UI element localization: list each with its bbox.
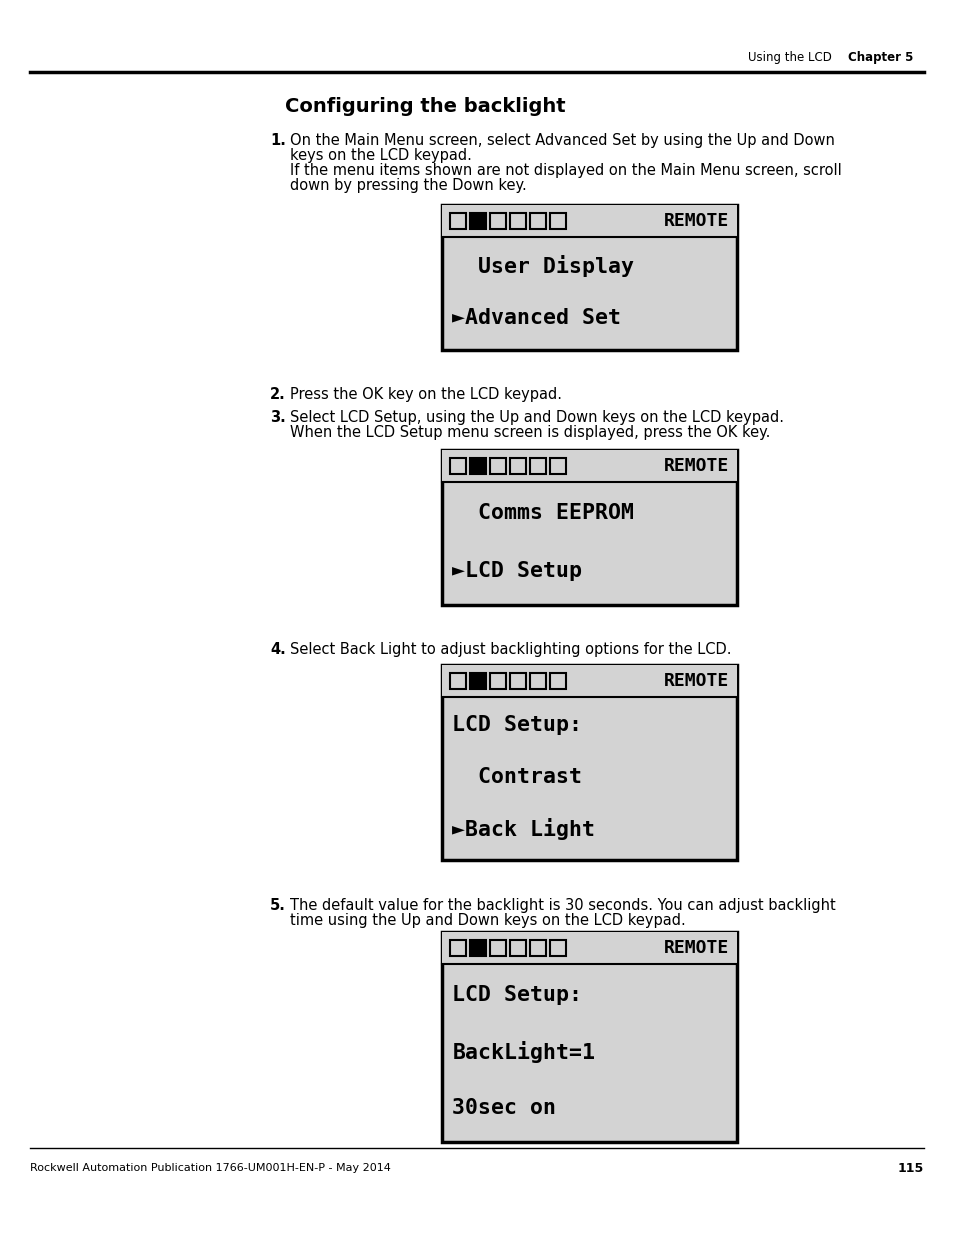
Bar bbox=[442, 664, 737, 697]
Text: When the LCD Setup menu screen is displayed, press the OK key.: When the LCD Setup menu screen is displa… bbox=[290, 425, 770, 440]
Text: User Display: User Display bbox=[452, 254, 634, 277]
Text: The default value for the backlight is 30 seconds. You can adjust backlight: The default value for the backlight is 3… bbox=[290, 898, 835, 913]
Bar bbox=[490, 940, 506, 956]
Text: down by pressing the Down key.: down by pressing the Down key. bbox=[290, 178, 526, 193]
Text: Press the OK key on the LCD keypad.: Press the OK key on the LCD keypad. bbox=[290, 387, 561, 403]
Bar bbox=[490, 458, 506, 474]
Text: ►LCD Setup: ►LCD Setup bbox=[452, 561, 582, 580]
Bar bbox=[442, 932, 737, 1142]
Text: 5.: 5. bbox=[270, 898, 286, 913]
Bar bbox=[470, 212, 486, 228]
Text: keys on the LCD keypad.: keys on the LCD keypad. bbox=[290, 148, 472, 163]
Bar bbox=[510, 458, 526, 474]
Bar bbox=[450, 458, 466, 474]
Bar bbox=[442, 664, 737, 860]
Bar bbox=[450, 212, 466, 228]
Text: If the menu items shown are not displayed on the Main Menu screen, scroll: If the menu items shown are not displaye… bbox=[290, 163, 841, 178]
Text: REMOTE: REMOTE bbox=[663, 939, 729, 957]
Text: BackLight=1: BackLight=1 bbox=[452, 1041, 595, 1062]
Bar bbox=[442, 450, 737, 482]
Bar bbox=[450, 940, 466, 956]
Bar bbox=[530, 940, 546, 956]
Bar bbox=[530, 673, 546, 689]
Text: Select LCD Setup, using the Up and Down keys on the LCD keypad.: Select LCD Setup, using the Up and Down … bbox=[290, 410, 783, 425]
Text: Configuring the backlight: Configuring the backlight bbox=[285, 98, 565, 116]
Bar bbox=[442, 205, 737, 237]
Text: ►Advanced Set: ►Advanced Set bbox=[452, 309, 620, 329]
Text: Comms EEPROM: Comms EEPROM bbox=[452, 504, 634, 524]
Text: ►Back Light: ►Back Light bbox=[452, 818, 595, 840]
Bar bbox=[470, 940, 486, 956]
Bar bbox=[550, 458, 566, 474]
Text: REMOTE: REMOTE bbox=[663, 457, 729, 475]
Bar bbox=[470, 458, 486, 474]
Bar bbox=[550, 212, 566, 228]
Bar bbox=[490, 212, 506, 228]
Bar bbox=[550, 940, 566, 956]
Text: 3.: 3. bbox=[270, 410, 286, 425]
Bar bbox=[490, 673, 506, 689]
Text: 2.: 2. bbox=[270, 387, 286, 403]
Text: 30sec on: 30sec on bbox=[452, 1098, 556, 1118]
Bar bbox=[442, 450, 737, 605]
Text: 115: 115 bbox=[897, 1161, 923, 1174]
Text: LCD Setup:: LCD Setup: bbox=[452, 986, 582, 1005]
Text: Rockwell Automation Publication 1766-UM001H-EN-P - May 2014: Rockwell Automation Publication 1766-UM0… bbox=[30, 1163, 391, 1173]
Bar bbox=[450, 673, 466, 689]
Bar bbox=[530, 458, 546, 474]
Text: Contrast: Contrast bbox=[452, 767, 582, 787]
Text: REMOTE: REMOTE bbox=[663, 212, 729, 230]
Text: Chapter 5: Chapter 5 bbox=[847, 52, 912, 64]
Text: time using the Up and Down keys on the LCD keypad.: time using the Up and Down keys on the L… bbox=[290, 913, 685, 927]
Bar bbox=[442, 932, 737, 965]
Text: 4.: 4. bbox=[270, 642, 286, 657]
Text: 1.: 1. bbox=[270, 133, 286, 148]
Bar bbox=[510, 212, 526, 228]
Bar bbox=[470, 673, 486, 689]
Text: LCD Setup:: LCD Setup: bbox=[452, 715, 582, 736]
Bar bbox=[510, 940, 526, 956]
Bar bbox=[550, 673, 566, 689]
Bar bbox=[510, 673, 526, 689]
Text: Using the LCD: Using the LCD bbox=[747, 52, 831, 64]
Text: On the Main Menu screen, select Advanced Set by using the Up and Down: On the Main Menu screen, select Advanced… bbox=[290, 133, 834, 148]
Bar bbox=[530, 212, 546, 228]
Bar bbox=[442, 205, 737, 350]
Text: Select Back Light to adjust backlighting options for the LCD.: Select Back Light to adjust backlighting… bbox=[290, 642, 731, 657]
Text: REMOTE: REMOTE bbox=[663, 672, 729, 690]
